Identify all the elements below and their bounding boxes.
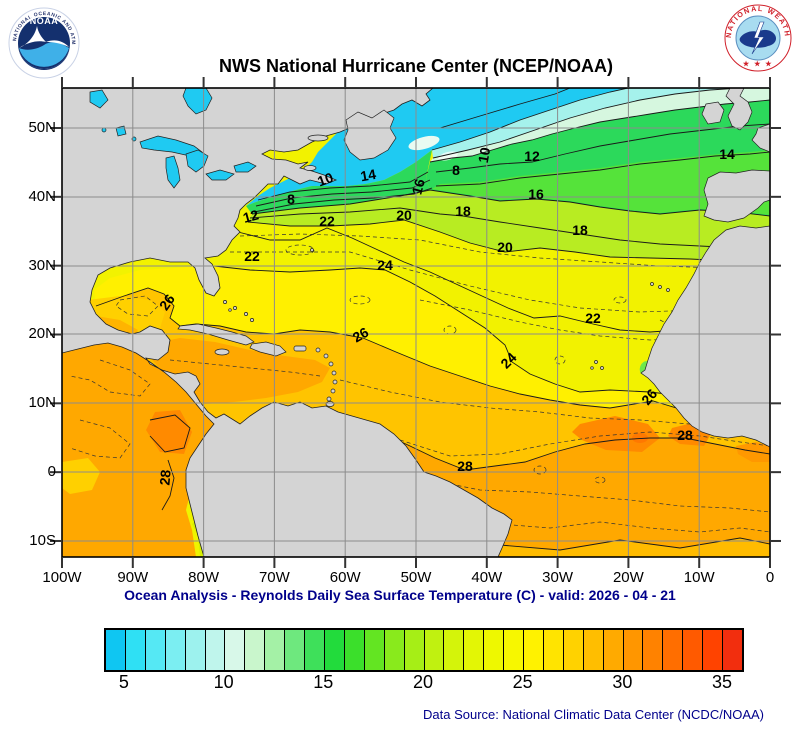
colorbar-cell <box>583 630 604 670</box>
lon-label: 60W <box>329 569 361 586</box>
contour-label: 18 <box>572 222 588 238</box>
colorbar-cell <box>643 630 664 670</box>
colorbar-tick-label: 10 <box>213 672 234 692</box>
colorbar-cell <box>603 630 624 670</box>
lon-label: 0 <box>765 569 775 586</box>
colorbar-cell <box>165 630 186 670</box>
landmass-americas <box>62 88 513 557</box>
lat-label: 50N <box>28 119 56 136</box>
great-lakes <box>89 88 257 189</box>
colorbar-cell <box>524 630 544 670</box>
colorbar-cell <box>663 630 684 670</box>
contour-label: 22 <box>319 213 335 229</box>
colorbar-cell <box>723 630 742 670</box>
colorbar-cell <box>265 630 286 670</box>
colorbar-cell <box>464 630 485 670</box>
colorbar-cell <box>344 630 365 670</box>
colorbar-cell <box>543 630 564 670</box>
contour-label: 26 <box>350 324 372 346</box>
colorbar-tick-label: 30 <box>612 672 633 692</box>
lat-label: 20N <box>28 325 56 343</box>
contour-label: 14 <box>719 146 735 162</box>
contour-label: 8 <box>452 162 460 178</box>
colorbar-cell <box>245 630 266 670</box>
colorbar-cell <box>285 630 306 670</box>
lat-label: 30N <box>28 256 56 274</box>
lon-label: 70W <box>258 569 290 586</box>
colorbar-cell <box>205 630 226 670</box>
colorbar-cell <box>404 630 425 670</box>
colorbar-cell <box>424 630 445 670</box>
axis-ticks <box>50 77 781 568</box>
colorbar-cell <box>324 630 345 670</box>
colorbar-cell <box>305 630 325 670</box>
lon-label: 100W <box>42 569 82 586</box>
contour-label: 10 <box>315 169 335 189</box>
nws-logo: NATIONAL WEATHER SERVICE ★ ★ ★ <box>724 4 792 72</box>
colorbar-cell <box>484 630 505 670</box>
contour-label: 20 <box>497 239 513 255</box>
contour-label: 28 <box>457 458 473 474</box>
contour-label: 20 <box>396 207 412 223</box>
lat-label: 0 <box>47 463 56 481</box>
lon-label: 90W <box>117 569 149 586</box>
lat-label: 10S <box>29 531 56 549</box>
data-source-credit: Data Source: National Climatic Data Cent… <box>423 707 764 722</box>
contour-label: 24 <box>377 257 393 273</box>
contour-label: 12 <box>241 206 260 226</box>
contour-label: 28 <box>156 469 173 486</box>
islands-and-europe-africa <box>177 88 770 448</box>
colorbar-cell <box>185 630 206 670</box>
temperature-colorbar <box>104 628 744 672</box>
colorbar-tick-label: 25 <box>512 672 533 692</box>
lon-label: 10W <box>683 569 715 586</box>
lon-label: 80W <box>188 569 220 586</box>
lon-label: 50W <box>400 569 432 586</box>
colorbar-tick-labels: 5 10 15 20 25 30 35 <box>104 672 742 696</box>
noaa-logo: NATIONAL OCEANIC AND ATMOSPHERIC ADMINIS… <box>8 7 80 79</box>
lon-label: 20W <box>612 569 644 586</box>
colorbar-cell <box>145 630 166 670</box>
contour-label: 12 <box>524 148 540 164</box>
page-title: NWS National Hurricane Center (NCEP/NOAA… <box>218 56 614 76</box>
graticule <box>62 88 770 557</box>
colorbar-cell <box>225 630 246 670</box>
contour-label: 14 <box>359 166 377 184</box>
colorbar-cell <box>125 630 146 670</box>
contour-label: 10 <box>475 146 493 164</box>
nws-logo-stars: ★ ★ ★ <box>742 59 773 68</box>
contour-label: 22 <box>244 248 260 264</box>
contour-label: 22 <box>585 310 601 326</box>
colorbar-cell <box>106 630 126 670</box>
contour-label: 8 <box>287 191 295 207</box>
contour-label: 28 <box>677 427 693 443</box>
lon-label: 30W <box>542 569 574 586</box>
noaa-logo-wordmark: NOAA <box>30 16 59 26</box>
colorbar-tick-label: 5 <box>118 672 129 692</box>
lat-label: 40N <box>28 187 56 205</box>
contour-label: 16 <box>528 186 544 202</box>
colorbar-cell <box>563 630 584 670</box>
colorbar-cell <box>444 630 465 670</box>
colorbar-tick-label: 15 <box>313 672 334 692</box>
colorbar-cell <box>384 630 405 670</box>
colorbar-cell <box>504 630 525 670</box>
analysis-caption: Ocean Analysis - Reynolds Daily Sea Surf… <box>124 587 676 603</box>
colorbar-cell <box>623 630 644 670</box>
lon-label: 40W <box>471 569 503 586</box>
lat-label: 10N <box>28 394 56 412</box>
contour-label: 18 <box>455 203 471 219</box>
colorbar-tick-label: 20 <box>412 672 434 692</box>
colorbar-cell <box>683 630 704 670</box>
colorbar-tick-label: 35 <box>712 672 733 692</box>
colorbar-cell <box>703 630 724 670</box>
contour-label: 16 <box>408 177 428 196</box>
colorbar-cell <box>364 630 385 670</box>
